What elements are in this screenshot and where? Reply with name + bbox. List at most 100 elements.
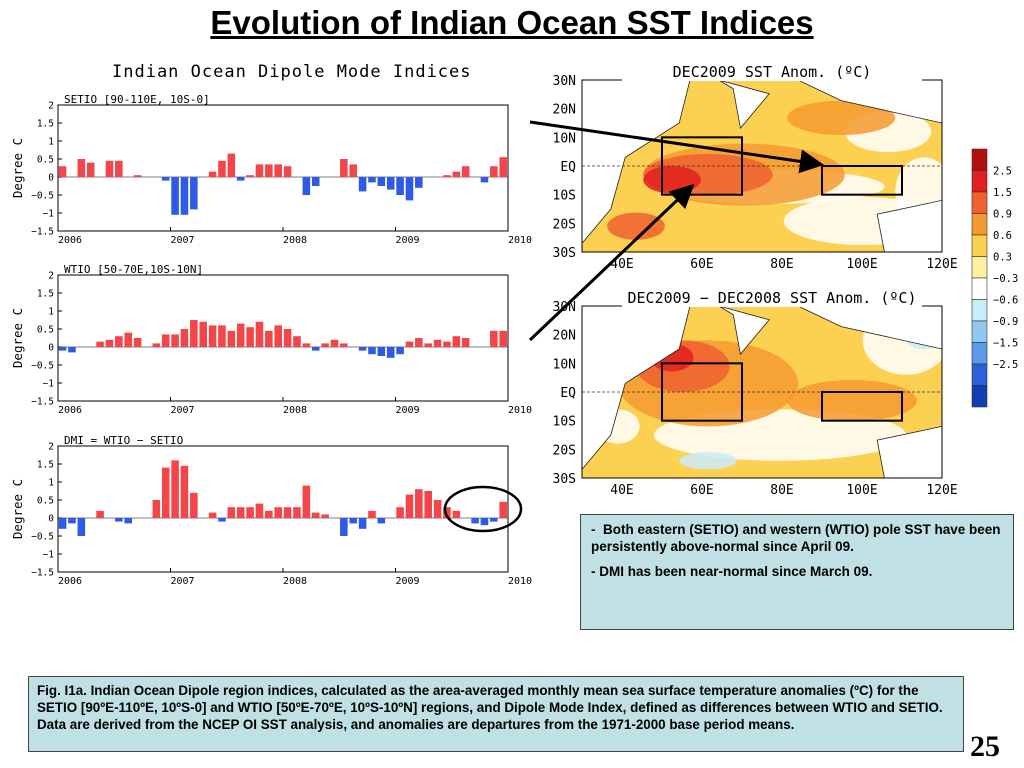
land-australia bbox=[876, 425, 942, 478]
x-tick-label: 2010 bbox=[508, 405, 532, 416]
bar bbox=[283, 166, 292, 177]
bar bbox=[246, 175, 254, 177]
y-tick-label: 0.5 bbox=[37, 325, 54, 336]
y-tick-label: 0 bbox=[48, 173, 54, 184]
lon-label: 100E bbox=[846, 257, 877, 272]
bar bbox=[311, 347, 320, 351]
bar bbox=[274, 325, 282, 347]
panel-title: SETIO [90-110E, 10S-0] bbox=[64, 93, 210, 106]
bar bbox=[396, 507, 404, 518]
bar bbox=[96, 510, 104, 518]
bar bbox=[265, 510, 273, 518]
bar bbox=[311, 512, 320, 518]
bar bbox=[246, 327, 254, 347]
anomaly-patch bbox=[607, 212, 665, 240]
bar bbox=[368, 177, 376, 183]
lon-label: 60E bbox=[690, 257, 713, 272]
lon-label: 80E bbox=[770, 483, 793, 498]
map-field bbox=[582, 306, 942, 478]
x-tick-label: 2008 bbox=[283, 405, 307, 416]
colorbar-swatch bbox=[971, 191, 988, 214]
bar bbox=[321, 514, 329, 518]
y-tick-label: −1 bbox=[43, 209, 55, 220]
x-tick-label: 2010 bbox=[508, 235, 532, 246]
note-item: - DMI has been near-normal since March 0… bbox=[591, 564, 873, 579]
bar bbox=[274, 164, 282, 177]
lat-label: 10N bbox=[553, 131, 576, 146]
bar bbox=[377, 177, 386, 186]
colorbar-label: 0.9 bbox=[993, 209, 1012, 221]
bar bbox=[208, 512, 217, 518]
bar bbox=[358, 347, 367, 351]
bar bbox=[461, 338, 470, 347]
bar bbox=[152, 343, 161, 347]
x-tick-label: 2009 bbox=[395, 405, 419, 416]
bar bbox=[461, 166, 470, 177]
bar bbox=[452, 171, 461, 177]
bar bbox=[349, 164, 357, 177]
colorbar-label: 0.3 bbox=[993, 252, 1012, 264]
bar bbox=[105, 339, 114, 347]
bar bbox=[218, 160, 226, 177]
land-india bbox=[718, 306, 770, 356]
colorbar-swatch bbox=[971, 148, 988, 171]
colorbar-label: 0.6 bbox=[993, 230, 1012, 242]
lat-label: 10N bbox=[553, 357, 576, 372]
colorbar-label: −0.9 bbox=[993, 316, 1018, 328]
y-tick-label: 0.5 bbox=[37, 496, 54, 507]
bar bbox=[255, 321, 264, 347]
bar bbox=[480, 518, 489, 526]
colorbar-label: −1.5 bbox=[993, 338, 1018, 350]
x-tick-label: 2010 bbox=[508, 576, 532, 587]
bar bbox=[499, 330, 507, 347]
lat-label: 20S bbox=[553, 443, 576, 458]
y-tick-label: −0.5 bbox=[31, 361, 54, 372]
bar bbox=[227, 153, 236, 177]
y-tick-label: −1 bbox=[43, 550, 55, 561]
bar bbox=[86, 162, 95, 177]
bar bbox=[190, 492, 198, 518]
chart-main-title: Indian Ocean Dipole Mode Indices bbox=[112, 62, 472, 82]
bar bbox=[58, 347, 67, 351]
x-tick-label: 2006 bbox=[58, 405, 82, 416]
map-title: DEC2009 SST Anom. (ºC) bbox=[673, 63, 872, 81]
bar bbox=[283, 507, 292, 518]
bar bbox=[443, 175, 451, 177]
colorbar-swatch bbox=[971, 277, 988, 300]
y-tick-label: −0.5 bbox=[31, 532, 54, 543]
highlight-ellipse bbox=[443, 485, 523, 533]
colorbar-label: −2.5 bbox=[993, 359, 1018, 371]
bar bbox=[311, 177, 320, 186]
colorbar-swatch bbox=[971, 363, 988, 386]
lat-label: 30S bbox=[553, 246, 576, 261]
bar bbox=[171, 177, 179, 215]
bar-chart-panel: WTIO [50-70E,10S-10N] 2 1.5 1 0.5 0 −0.5 −1 −1.5… bbox=[10, 263, 532, 416]
bar bbox=[236, 177, 245, 181]
bar bbox=[180, 465, 189, 518]
bar bbox=[405, 494, 414, 518]
bar bbox=[377, 518, 386, 524]
anomaly-patch bbox=[787, 100, 896, 136]
page-title: Evolution of Indian Ocean SST Indices bbox=[210, 4, 814, 41]
x-tick-label: 2009 bbox=[395, 235, 419, 246]
bar bbox=[443, 341, 451, 347]
y-tick-label: 0 bbox=[48, 514, 54, 525]
y-tick-label: 0.5 bbox=[37, 155, 54, 166]
y-tick-label: 2 bbox=[48, 101, 54, 112]
x-tick-label: 2007 bbox=[170, 576, 194, 587]
bar bbox=[386, 347, 395, 358]
bar bbox=[396, 177, 404, 195]
y-tick-label: 1.5 bbox=[37, 119, 54, 130]
colorbar-swatch bbox=[971, 320, 988, 343]
anomaly-patch bbox=[787, 379, 917, 422]
bar bbox=[208, 171, 217, 177]
bar bbox=[490, 518, 498, 522]
colorbar-label: 1.5 bbox=[993, 187, 1012, 199]
bar bbox=[443, 507, 451, 518]
bar bbox=[124, 518, 132, 524]
bar bbox=[302, 343, 311, 347]
bar bbox=[227, 507, 236, 518]
bar bbox=[368, 347, 376, 355]
wtio-region-box bbox=[661, 362, 743, 422]
lon-label: 120E bbox=[926, 257, 957, 272]
